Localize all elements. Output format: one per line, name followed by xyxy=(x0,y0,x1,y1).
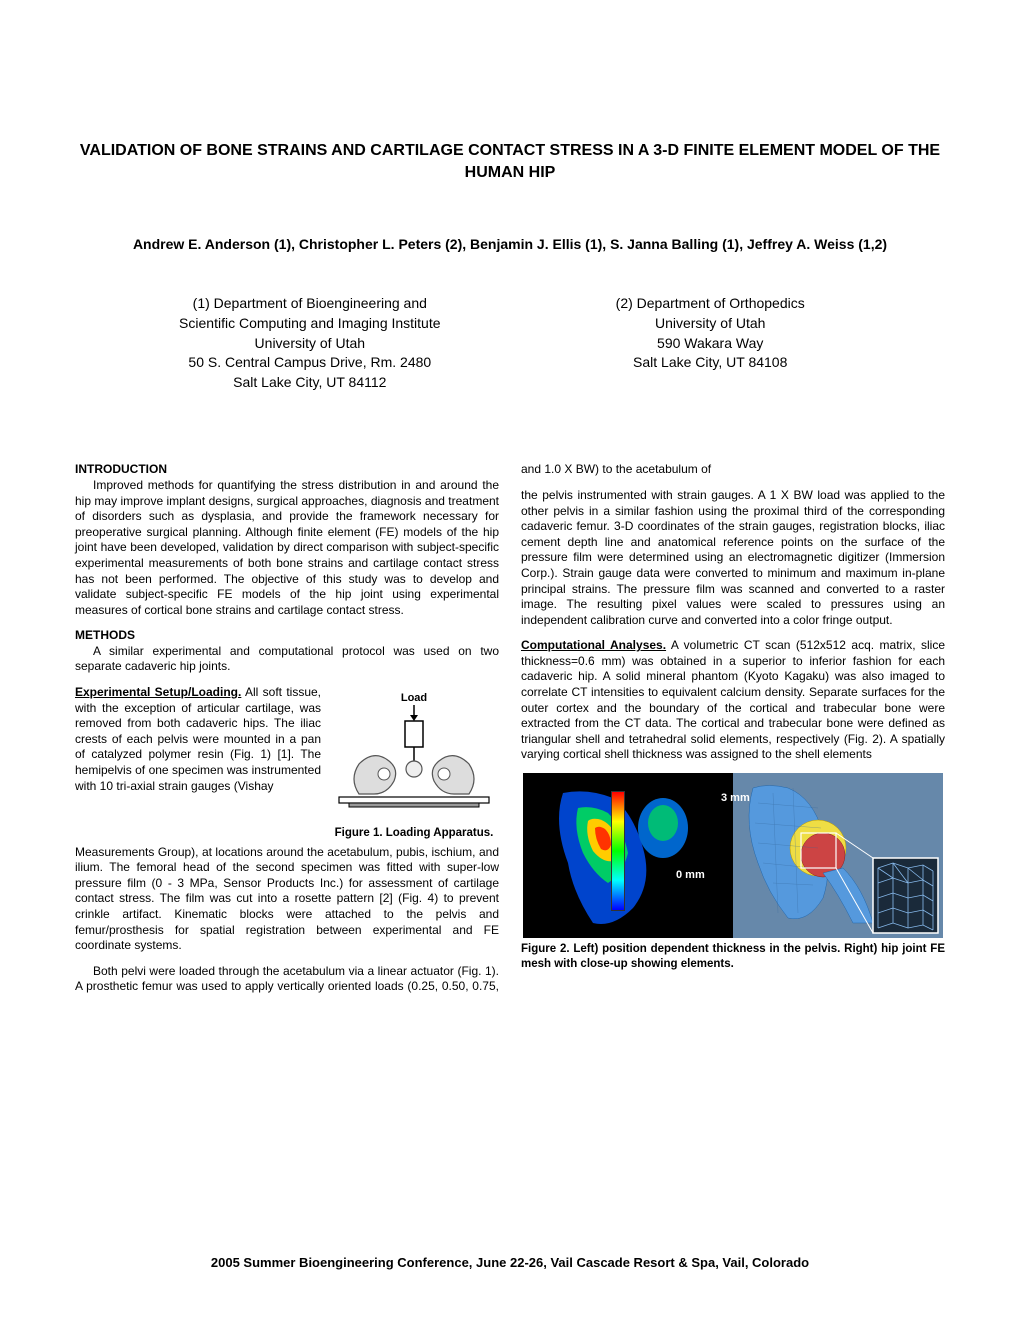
affil-line: (2) Department of Orthopedics xyxy=(525,294,895,314)
footer: 2005 Summer Bioengineering Conference, J… xyxy=(0,1255,1020,1270)
computational-section: Computational Analyses. A volumetric CT … xyxy=(521,638,945,763)
scale-min: 0 mm xyxy=(676,868,705,882)
affil-line: 50 S. Central Campus Drive, Rm. 2480 xyxy=(125,353,495,373)
affiliation-1: (1) Department of Bioengineering and Sci… xyxy=(125,294,495,392)
authors: Andrew E. Anderson (1), Christopher L. P… xyxy=(75,235,945,255)
affiliations: (1) Department of Bioengineering and Sci… xyxy=(125,294,895,392)
intro-text: Improved methods for quantifying the str… xyxy=(75,478,499,618)
figure-1: Load Figure 1. Loading Apparatus. xyxy=(329,689,499,841)
body-columns: INTRODUCTION Improved methods for quanti… xyxy=(75,462,945,995)
intro-section: INTRODUCTION Improved methods for quanti… xyxy=(75,462,499,618)
affil-line: Salt Lake City, UT 84108 xyxy=(525,353,895,373)
figure-1-caption: Figure 1. Loading Apparatus. xyxy=(329,826,499,841)
methods-text: A similar experimental and computational… xyxy=(75,644,499,675)
load-label: Load xyxy=(401,692,427,704)
affil-line: University of Utah xyxy=(525,314,895,334)
intro-heading: INTRODUCTION xyxy=(75,462,167,476)
experimental-text-1: All soft tissue, with the exception of a… xyxy=(75,685,321,793)
methods-heading: METHODS xyxy=(75,628,135,642)
scale-max: 3 mm xyxy=(721,791,750,805)
affil-line: 590 Wakara Way xyxy=(525,334,895,354)
title-block: VALIDATION OF BONE STRAINS AND CARTILAGE… xyxy=(75,140,945,185)
experimental-section: Load Figure 1. Loading Apparatus. Experi… xyxy=(75,685,499,794)
methods-section: METHODS A similar experimental and compu… xyxy=(75,628,499,675)
loading-apparatus-icon: Load xyxy=(329,689,499,819)
colorbar-icon xyxy=(611,791,625,911)
figure-2-image: 3 mm 0 mm xyxy=(521,773,945,938)
column2-para1: the pelvis instrumented with strain gaug… xyxy=(521,488,945,628)
experimental-text-2: Measurements Group), at locations around… xyxy=(75,845,499,954)
experimental-heading: Experimental Setup/Loading. xyxy=(75,685,241,699)
figure-2: 3 mm 0 mm Figure 2. Left) position depen… xyxy=(521,773,945,972)
computational-text: A volumetric CT scan (512x512 acq. matri… xyxy=(521,638,945,761)
affil-line: (1) Department of Bioengineering and xyxy=(125,294,495,314)
main-title: VALIDATION OF BONE STRAINS AND CARTILAGE… xyxy=(75,140,945,185)
affil-line: Salt Lake City, UT 84112 xyxy=(125,373,495,393)
affil-line: Scientific Computing and Imaging Institu… xyxy=(125,314,495,334)
affil-line: University of Utah xyxy=(125,334,495,354)
affiliation-2: (2) Department of Orthopedics University… xyxy=(525,294,895,392)
computational-heading: Computational Analyses. xyxy=(521,638,666,652)
figure-2-caption: Figure 2. Left) position dependent thick… xyxy=(521,942,945,972)
